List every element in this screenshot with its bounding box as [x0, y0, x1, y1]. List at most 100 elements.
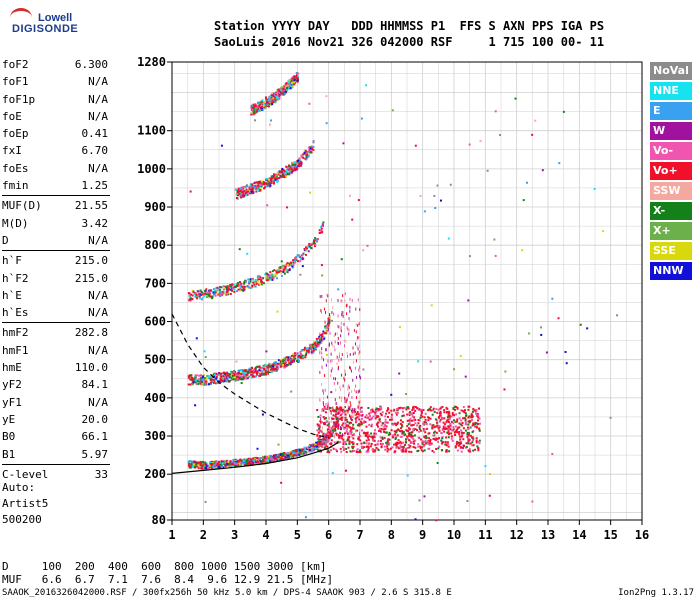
- param-row: foEs N/A: [2, 160, 110, 177]
- echo-point: [257, 105, 260, 108]
- echo-point: [281, 92, 284, 95]
- spread-echo-point: [360, 429, 363, 432]
- spread-echo-point: [324, 438, 327, 441]
- streak-echo-point: [343, 376, 345, 380]
- streak-echo-point: [348, 386, 350, 390]
- legend-item-vo-: Vo+: [650, 162, 692, 180]
- spread-echo-point: [406, 435, 409, 438]
- echo-point: [224, 374, 227, 377]
- param-value: N/A: [88, 75, 108, 89]
- spread-echo-point: [339, 418, 342, 421]
- echo-point: [191, 383, 194, 386]
- echo-point: [217, 287, 220, 290]
- echo-point: [276, 93, 279, 96]
- spread-echo-point: [451, 439, 454, 442]
- spread-echo-point: [376, 443, 379, 446]
- echo-point: [292, 454, 295, 457]
- echo-point: [314, 447, 317, 450]
- echo-point: [231, 378, 234, 381]
- spread-echo-point: [467, 442, 470, 445]
- streak-echo-point: [319, 295, 321, 299]
- echo-point: [266, 178, 269, 181]
- legend-item-x-: X-: [650, 202, 692, 220]
- spread-echo-point: [401, 414, 404, 417]
- spread-echo-point: [460, 431, 463, 434]
- streak-echo-point: [353, 328, 355, 332]
- spread-echo-point: [441, 436, 444, 439]
- echo-point: [282, 93, 285, 96]
- spread-echo-point: [389, 433, 392, 436]
- echo-point: [275, 91, 278, 94]
- echo-point: [254, 285, 257, 288]
- echo-point: [281, 457, 284, 460]
- echo-point: [280, 361, 283, 364]
- streak-echo-point: [343, 339, 345, 343]
- spread-echo-point: [436, 437, 439, 440]
- spread-echo-point: [384, 448, 387, 451]
- spread-echo-point: [392, 434, 395, 437]
- sparse-echo-point: [439, 199, 442, 202]
- echo-point: [238, 374, 241, 377]
- sparse-echo-point: [565, 362, 568, 365]
- sparse-echo-point: [423, 495, 426, 498]
- echo-point: [297, 165, 300, 168]
- echo-point: [303, 152, 306, 155]
- echo-point: [280, 271, 283, 274]
- streak-echo-point: [350, 369, 352, 373]
- spread-echo-point: [339, 447, 342, 450]
- streak-echo-point: [333, 435, 335, 439]
- spread-echo-point: [318, 426, 321, 429]
- streak-echo-point: [333, 377, 335, 381]
- echo-point: [313, 445, 316, 448]
- echo-point: [279, 270, 282, 273]
- spread-echo-point: [408, 450, 411, 453]
- echo-point: [307, 244, 310, 247]
- spread-echo-point: [436, 419, 439, 422]
- spread-echo-point: [337, 434, 340, 437]
- spread-echo-point: [472, 449, 475, 452]
- spread-echo-point: [399, 422, 402, 425]
- echo-point: [251, 108, 254, 111]
- spread-echo-point: [380, 408, 383, 411]
- spread-echo-point: [448, 410, 451, 413]
- param-row: hmF1 N/A: [2, 342, 110, 359]
- echo-point: [282, 88, 285, 91]
- echo-point: [279, 266, 282, 269]
- streak-echo-point: [359, 374, 361, 378]
- sparse-echo-point: [586, 327, 589, 330]
- echo-point: [259, 277, 262, 280]
- spread-echo-point: [438, 425, 441, 428]
- echo-point: [308, 151, 311, 154]
- echo-point: [296, 358, 299, 361]
- spread-echo-point: [450, 415, 453, 418]
- param-name: D: [2, 233, 9, 247]
- echo-point: [250, 106, 253, 109]
- echo-point: [314, 237, 317, 240]
- spread-echo-point: [440, 406, 443, 409]
- echo-point: [267, 459, 270, 462]
- echo-point: [255, 184, 258, 187]
- streak-echo-point: [329, 428, 331, 432]
- spread-echo-point: [386, 450, 389, 453]
- spread-echo-point: [407, 407, 410, 410]
- spread-echo-point: [450, 437, 453, 440]
- spread-echo-point: [384, 415, 387, 418]
- echo-point: [194, 381, 197, 384]
- echo-point: [288, 362, 291, 365]
- spread-echo-point: [414, 409, 417, 412]
- y-tick-label: 900: [144, 200, 166, 214]
- echo-point: [231, 372, 234, 375]
- streak-echo-point: [322, 401, 324, 405]
- spread-echo-point: [399, 419, 402, 422]
- streak-echo-point: [356, 345, 358, 349]
- spread-echo-point: [468, 405, 471, 408]
- spread-echo-point: [392, 423, 395, 426]
- sparse-echo-point: [504, 370, 507, 373]
- x-tick-label: 12: [509, 528, 523, 542]
- echo-point: [286, 172, 289, 175]
- spread-echo-point: [465, 442, 468, 445]
- spread-echo-point: [333, 441, 336, 444]
- echo-point: [294, 354, 297, 357]
- streak-echo-point: [337, 314, 339, 318]
- echo-point: [242, 373, 245, 376]
